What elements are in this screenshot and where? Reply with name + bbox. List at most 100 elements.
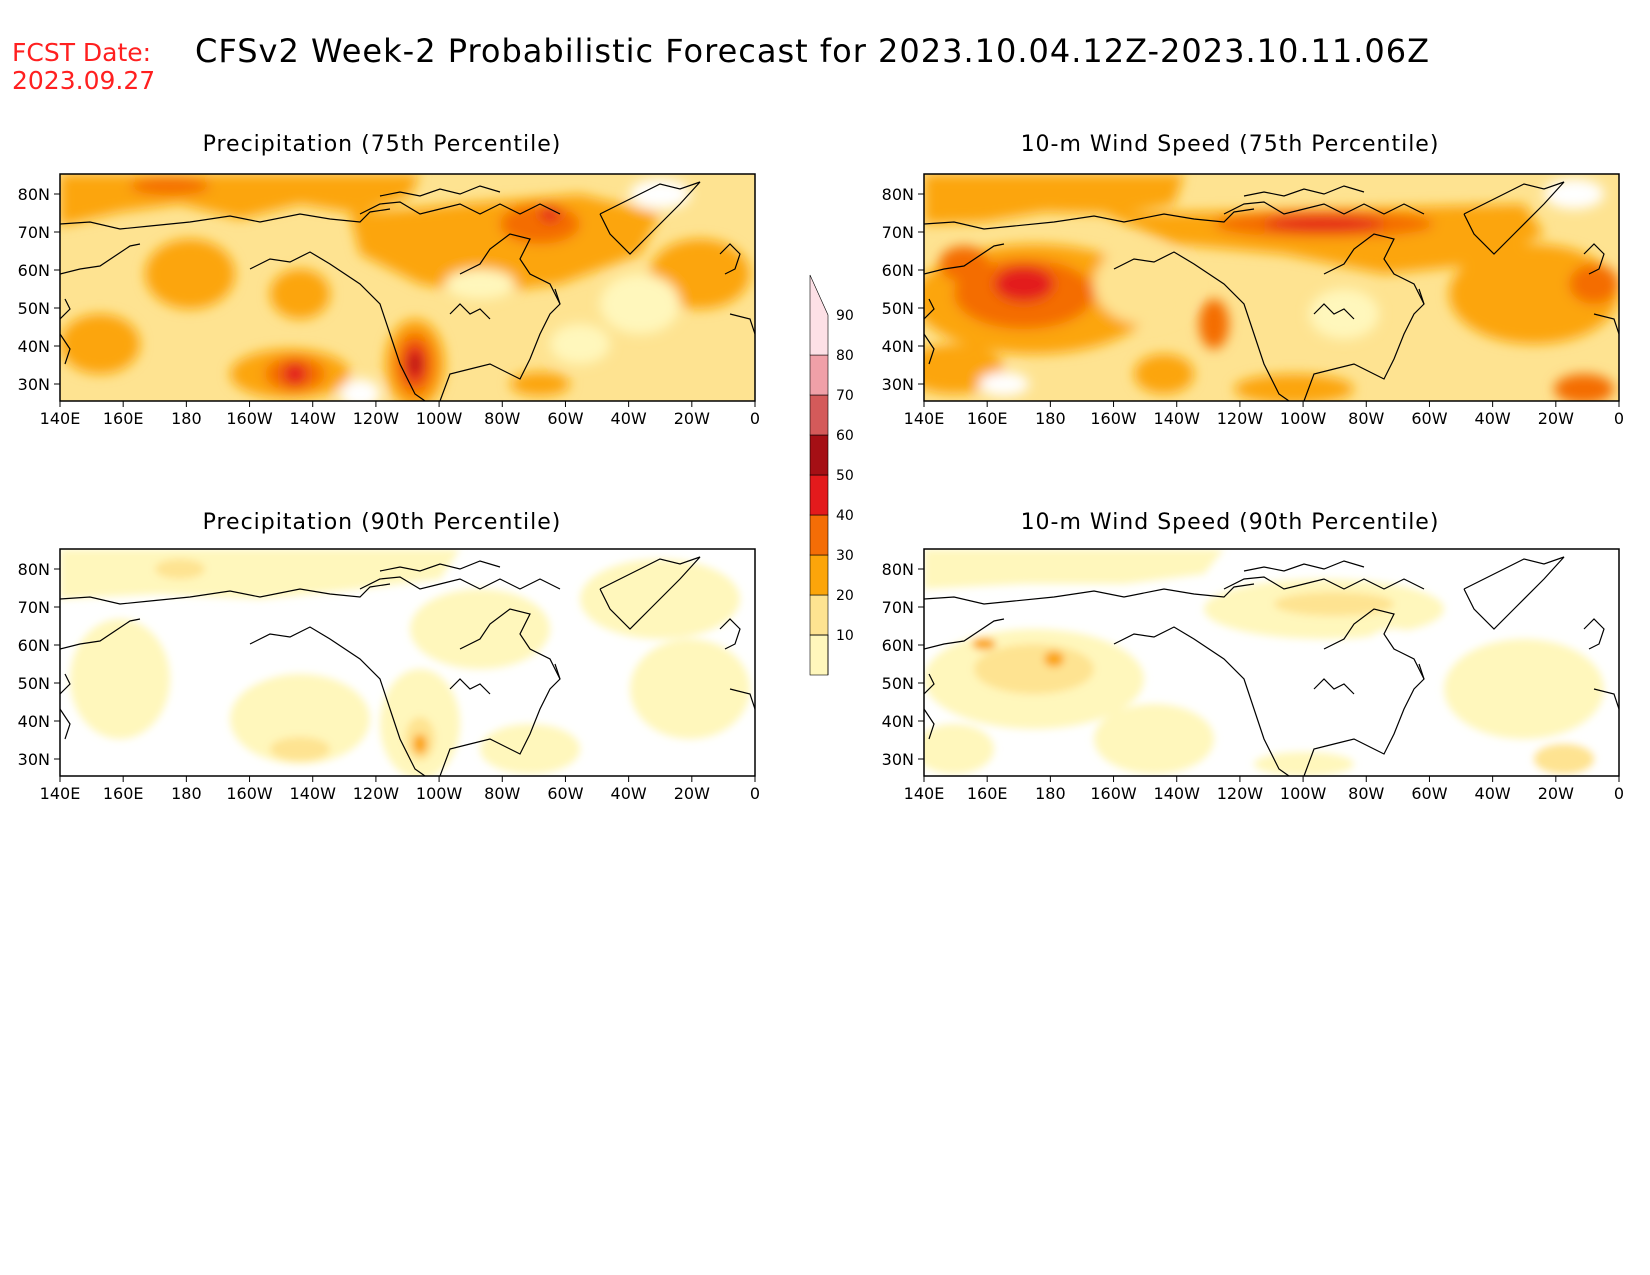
colorbar-level-label: 80 xyxy=(836,348,854,364)
lon-tick-label: 0 xyxy=(1614,409,1624,428)
lon-tick-label: 120W xyxy=(1217,409,1264,428)
lon-tick-label: 120W xyxy=(353,784,400,803)
lon-tick-label: 120W xyxy=(1217,784,1264,803)
colorbar-swatch xyxy=(809,594,829,636)
lon-tick-label: 60W xyxy=(1411,409,1447,428)
lat-tick-label: 80N xyxy=(882,560,914,579)
lat-tick-label: 50N xyxy=(882,299,914,318)
colorbar-level-label: 50 xyxy=(836,468,854,484)
lat-tick-label: 40N xyxy=(18,337,50,356)
map-panel-precip-90 xyxy=(59,548,756,777)
colorbar-level-label: 70 xyxy=(836,388,854,404)
lon-tick-label: 160E xyxy=(103,409,144,428)
lon-tick-label: 40W xyxy=(1475,409,1511,428)
lon-tick-label: 20W xyxy=(1538,784,1574,803)
lat-tick-label: 60N xyxy=(882,261,914,280)
lat-tick-label: 70N xyxy=(18,598,50,617)
colorbar-swatch xyxy=(809,474,829,516)
lon-tick-label: 140W xyxy=(1154,784,1201,803)
lon-tick-label: 140W xyxy=(290,409,337,428)
lon-tick-label: 180 xyxy=(171,409,202,428)
lon-tick-label: 160E xyxy=(967,784,1008,803)
lon-tick-label: 140E xyxy=(40,409,81,428)
lat-tick-label: 40N xyxy=(882,712,914,731)
colorbar-swatch xyxy=(809,434,829,476)
panel-title-wind-75: 10-m Wind Speed (75th Percentile) xyxy=(1020,132,1440,157)
lat-tick-label: 40N xyxy=(882,337,914,356)
lon-tick-label: 160W xyxy=(1090,409,1137,428)
colorbar-swatch xyxy=(809,514,829,556)
lon-tick-label: 80W xyxy=(1348,784,1384,803)
page-title: CFSv2 Week-2 Probabilistic Forecast for … xyxy=(195,32,1431,70)
lon-tick-label: 100W xyxy=(416,784,463,803)
lon-tick-label: 100W xyxy=(416,409,463,428)
lat-tick-label: 60N xyxy=(18,636,50,655)
lat-tick-label: 60N xyxy=(882,636,914,655)
lon-tick-label: 60W xyxy=(1411,784,1447,803)
lat-tick-label: 80N xyxy=(18,560,50,579)
lon-tick-label: 180 xyxy=(1035,784,1066,803)
lon-tick-label: 180 xyxy=(1035,409,1066,428)
lat-tick-label: 70N xyxy=(18,223,50,242)
forecast-date-value: 2023.09.27 xyxy=(12,66,156,95)
colorbar-level-label: 20 xyxy=(836,588,854,604)
panel-title-precip-75: Precipitation (75th Percentile) xyxy=(202,132,562,157)
lat-tick-label: 60N xyxy=(18,261,50,280)
lon-tick-label: 160W xyxy=(226,409,273,428)
lon-tick-label: 80W xyxy=(484,784,520,803)
lon-tick-label: 160E xyxy=(103,784,144,803)
colorbar-level-label: 60 xyxy=(836,428,854,444)
map-panel-precip-75 xyxy=(59,173,756,402)
colorbar-level-label: 30 xyxy=(836,548,854,564)
lon-tick-label: 100W xyxy=(1280,409,1327,428)
lat-tick-label: 50N xyxy=(18,674,50,693)
lat-tick-label: 30N xyxy=(882,375,914,394)
lat-tick-label: 30N xyxy=(18,750,50,769)
lon-tick-label: 140E xyxy=(904,784,945,803)
lon-tick-label: 140E xyxy=(40,784,81,803)
colorbar-swatch xyxy=(809,554,829,596)
panel-title-wind-90: 10-m Wind Speed (90th Percentile) xyxy=(1020,510,1440,535)
lon-tick-label: 60W xyxy=(547,409,583,428)
lat-tick-label: 30N xyxy=(18,375,50,394)
map-panel-wind-90 xyxy=(923,548,1620,777)
colorbar-swatch xyxy=(809,394,829,436)
axis-labels: 80N 70N 60N 50N 40N 30N 140E 160E 180 160W 140W 120… xyxy=(18,185,1624,803)
lon-tick-label: 160W xyxy=(1090,784,1137,803)
lon-tick-label: 20W xyxy=(674,784,710,803)
lon-tick-label: 0 xyxy=(750,409,760,428)
colorbar-swatch xyxy=(809,354,829,396)
lon-tick-label: 160E xyxy=(967,409,1008,428)
lon-tick-label: 0 xyxy=(1614,784,1624,803)
lat-tick-label: 50N xyxy=(882,674,914,693)
colorbar-level-label: 40 xyxy=(836,508,854,524)
colorbar-swatch xyxy=(809,274,829,356)
colorbar-level-label: 90 xyxy=(836,308,854,324)
lon-tick-label: 80W xyxy=(1348,409,1384,428)
panel-title-precip-90: Precipitation (90th Percentile) xyxy=(202,510,562,535)
lon-tick-label: 80W xyxy=(484,409,520,428)
lat-tick-label: 70N xyxy=(882,223,914,242)
map-panel-wind-75 xyxy=(923,173,1620,402)
lat-tick-label: 50N xyxy=(18,299,50,318)
lat-tick-label: 30N xyxy=(882,750,914,769)
colorbar-swatch xyxy=(809,634,829,676)
colorbar-level-label: 10 xyxy=(836,628,854,644)
lat-tick-label: 40N xyxy=(18,712,50,731)
lat-tick-label: 80N xyxy=(882,185,914,204)
lon-tick-label: 40W xyxy=(611,409,647,428)
lon-tick-label: 140W xyxy=(290,784,337,803)
lon-tick-label: 20W xyxy=(1538,409,1574,428)
lat-tick-label: 70N xyxy=(882,598,914,617)
lon-tick-label: 120W xyxy=(353,409,400,428)
lon-tick-label: 180 xyxy=(171,784,202,803)
lon-tick-label: 40W xyxy=(611,784,647,803)
forecast-date-label: FCST Date: xyxy=(12,38,152,67)
lon-tick-label: 160W xyxy=(226,784,273,803)
lon-tick-label: 20W xyxy=(674,409,710,428)
lon-tick-label: 40W xyxy=(1475,784,1511,803)
lon-tick-label: 140E xyxy=(904,409,945,428)
lon-tick-label: 60W xyxy=(547,784,583,803)
lon-tick-label: 100W xyxy=(1280,784,1327,803)
